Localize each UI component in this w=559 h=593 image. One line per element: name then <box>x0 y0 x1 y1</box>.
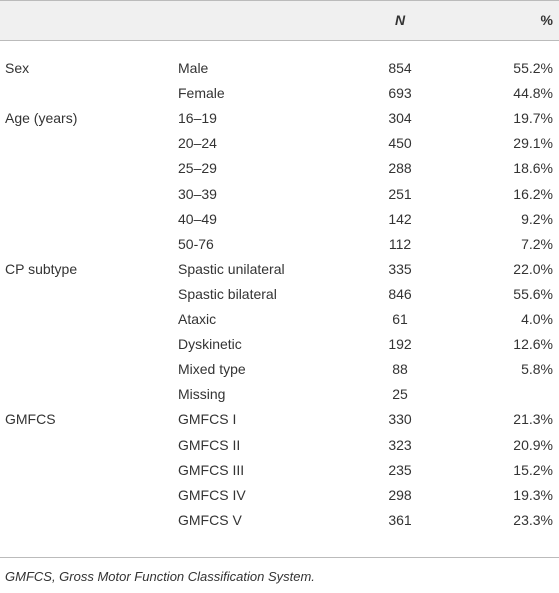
pct-cell: 18.6% <box>513 160 553 177</box>
n-cell: 304 <box>388 110 412 127</box>
row-label: Ataxic <box>178 311 217 327</box>
pct-cell: 16.2% <box>513 185 553 202</box>
pct-cell: 7.2% <box>521 235 553 252</box>
n-cell: 323 <box>388 436 412 453</box>
n-cell: 361 <box>388 511 412 528</box>
row-label: 20–24 <box>178 135 217 152</box>
n-cell: 61 <box>392 311 408 327</box>
n-cell: 854 <box>388 60 412 76</box>
group-label: Age (years) <box>5 110 78 127</box>
n-cell: 450 <box>388 135 412 152</box>
n-cell: 112 <box>388 235 412 252</box>
n-cell: 298 <box>388 486 412 503</box>
n-cell: 142 <box>388 210 412 227</box>
n-cell: 693 <box>388 85 412 102</box>
row-label: Missing <box>178 386 226 403</box>
pct-cell: 21.3% <box>513 411 553 428</box>
n-cell: 251 <box>388 185 412 202</box>
row-label: Dyskinetic <box>178 336 242 353</box>
pct-cell: 20.9% <box>513 436 553 453</box>
n-cell: 330 <box>388 411 412 428</box>
n-cell: 335 <box>388 260 412 277</box>
group-label: GMFCS <box>5 411 56 428</box>
pct-cell: 19.3% <box>513 486 553 503</box>
group-label: CP subtype <box>5 260 78 277</box>
pct-cell: 9.2% <box>521 210 553 227</box>
pct-cell: 19.7% <box>513 110 553 127</box>
pct-cell: 55.6% <box>513 285 553 302</box>
n-cell: 235 <box>388 461 412 478</box>
header-n: N <box>394 12 406 28</box>
group-label: Sex <box>5 60 30 76</box>
pct-cell: 29.1% <box>513 135 553 152</box>
n-cell: 192 <box>388 336 412 353</box>
row-label: 25–29 <box>178 160 217 177</box>
row-label: Spastic unilateral <box>178 260 285 277</box>
pct-cell: 22.0% <box>513 260 553 277</box>
pct-cell: 5.8% <box>521 361 553 378</box>
row-label: GMFCS II <box>178 436 241 453</box>
row-label: 30–39 <box>178 185 217 202</box>
row-label: GMFCS I <box>178 411 237 428</box>
pct-cell: 12.6% <box>513 336 553 353</box>
bottom-rule <box>0 557 559 558</box>
pct-cell: 44.8% <box>513 85 553 102</box>
row-label: Spastic bilateral <box>178 285 277 302</box>
pct-cell: 55.2% <box>513 60 553 76</box>
header-row <box>0 0 559 41</box>
footnote: GMFCS, Gross Motor Function Classificati… <box>5 569 315 584</box>
header-pct: % <box>540 12 553 28</box>
n-cell: 25 <box>392 386 408 403</box>
row-label: GMFCS IV <box>178 486 246 503</box>
row-label: GMFCS III <box>178 461 245 478</box>
row-label: 40–49 <box>178 210 217 227</box>
row-label: Female <box>178 85 225 102</box>
row-label: Male <box>178 60 209 76</box>
n-cell: 288 <box>388 160 412 177</box>
n-cell: 88 <box>392 361 408 378</box>
row-label: 16–19 <box>178 110 217 127</box>
n-cell: 846 <box>388 285 412 302</box>
pct-cell: 4.0% <box>521 311 553 327</box>
row-label: GMFCS V <box>178 511 242 528</box>
row-label: 50-76 <box>178 235 214 252</box>
row-label: Mixed type <box>178 361 246 378</box>
pct-cell: 15.2% <box>513 461 553 478</box>
pct-cell: 23.3% <box>513 511 553 528</box>
